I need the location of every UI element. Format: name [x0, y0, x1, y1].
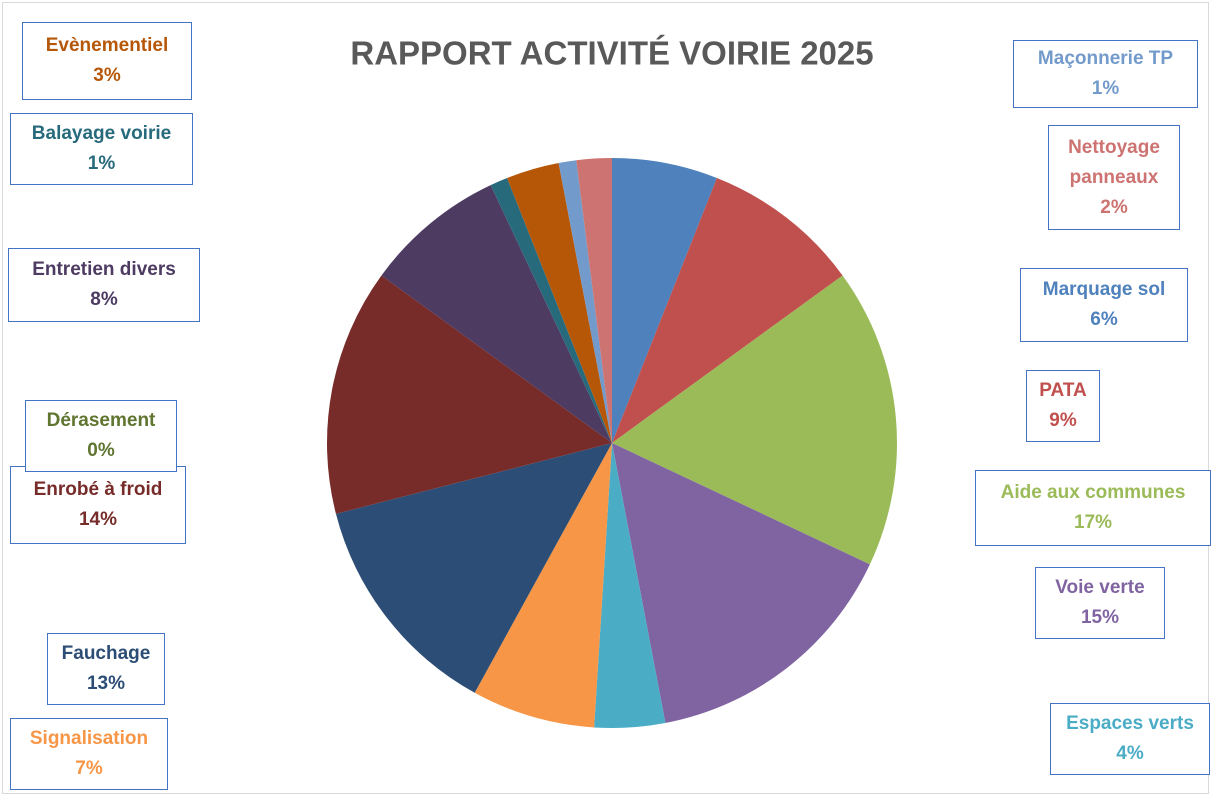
- label-percent: 8%: [90, 289, 118, 310]
- label-percent: 15%: [1080, 607, 1120, 628]
- pie-slice: [381, 185, 612, 444]
- chart-title: RAPPORT ACTIVITÉ VOIRIE 2025: [350, 35, 873, 72]
- data-label: Nettoyage panneaux 2%: [1048, 125, 1180, 230]
- label-percent: 13%: [86, 673, 126, 694]
- label-name: Voie verte: [1055, 577, 1145, 598]
- pie-slice: [381, 275, 612, 443]
- data-label: Maçonnerie TP 1%: [1013, 40, 1198, 108]
- pie-slice: [335, 443, 612, 693]
- label-name: Aide aux communes: [1000, 482, 1186, 503]
- label-name: Signalisation: [29, 728, 149, 749]
- label-name: Maçonnerie TP: [1037, 48, 1174, 69]
- label-percent: 4%: [1116, 743, 1144, 764]
- label-percent: 7%: [75, 758, 103, 779]
- label-percent: 2%: [1100, 196, 1128, 218]
- label-percent: 1%: [1091, 78, 1120, 99]
- label-percent: 0%: [87, 440, 115, 461]
- data-label: PATA 9%: [1026, 370, 1100, 442]
- pie-slice: [326, 275, 612, 514]
- data-label: Voie verte 15%: [1035, 567, 1165, 639]
- label-name: Fauchage: [61, 643, 151, 664]
- pie-slice: [490, 178, 612, 443]
- pie-slice: [558, 160, 612, 443]
- label-name: Balayage voirie: [31, 123, 172, 144]
- pie-slice: [507, 163, 612, 443]
- data-label: Balayage voirie 1%: [10, 113, 193, 185]
- data-label: Signalisation 7%: [10, 718, 168, 790]
- data-label: Entretien divers 8%: [8, 248, 200, 322]
- label-percent: 6%: [1090, 309, 1118, 330]
- data-label: Espaces verts 4%: [1050, 703, 1210, 775]
- pie-slice: [474, 443, 612, 728]
- label-name: Marquage sol: [1042, 279, 1166, 300]
- label-name: Enrobé à froid: [33, 479, 163, 500]
- data-label: Marquage sol 6%: [1020, 268, 1188, 342]
- label-percent: 17%: [1073, 512, 1113, 533]
- label-name: Dérasement: [46, 410, 156, 431]
- label-percent: 3%: [93, 65, 121, 86]
- pie-slice: [612, 158, 717, 443]
- data-label: Fauchage 13%: [47, 633, 165, 705]
- data-label: Aide aux communes 17%: [975, 470, 1211, 546]
- pie-slice: [612, 443, 870, 723]
- pie-slice: [612, 275, 897, 565]
- pie-slice: [594, 443, 666, 728]
- label-percent: 1%: [87, 153, 116, 174]
- label-name: Nettoyage panneaux: [1068, 136, 1160, 188]
- data-label: Enrobé à froid 14%: [10, 466, 186, 544]
- label-percent: 14%: [78, 509, 118, 530]
- label-name: Entretien divers: [32, 259, 176, 280]
- data-label: Dérasement 0%: [25, 400, 177, 472]
- label-name: Evènementiel: [45, 35, 169, 56]
- pie-slice: [576, 158, 612, 443]
- label-percent: 9%: [1049, 410, 1077, 431]
- pie-slice: [612, 178, 843, 443]
- data-label: Evènementiel 3%: [22, 22, 192, 100]
- label-name: PATA: [1039, 380, 1087, 401]
- label-name: Espaces verts: [1066, 713, 1194, 734]
